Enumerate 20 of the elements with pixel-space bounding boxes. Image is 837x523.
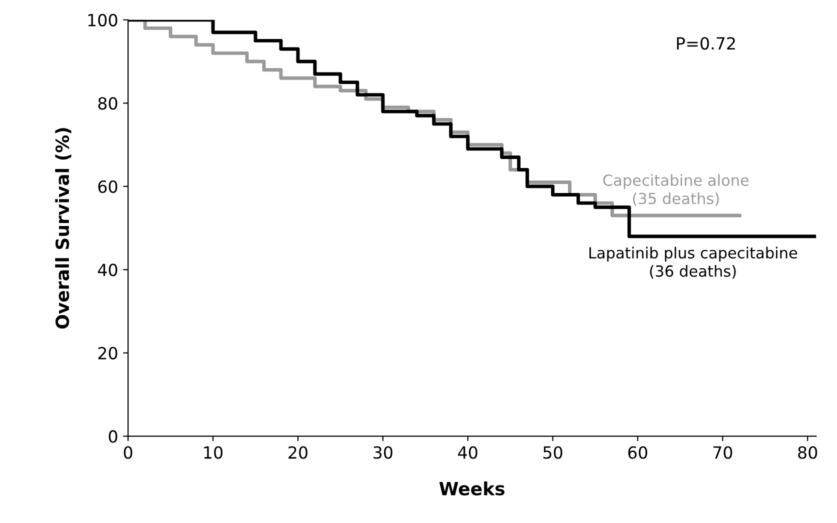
y-tick-label: 80 [98, 97, 118, 110]
x-tick-label: 80 [798, 446, 818, 459]
series-label: Capecitabine alone (35 deaths) [603, 174, 749, 206]
x-tick-label: 40 [458, 446, 478, 459]
x-tick-label: 20 [288, 446, 308, 459]
y-axis-title: Overall Survival (%) [55, 128, 72, 329]
y-tick-label: 100 [88, 14, 118, 26]
x-tick-label: 60 [628, 446, 648, 459]
y-tick-label: 20 [98, 346, 118, 360]
y-tick-label: 60 [98, 180, 118, 193]
x-tick-label: 70 [713, 446, 732, 459]
series-label: Lapatinib plus capecitabine (36 deaths) [589, 246, 798, 279]
x-tick-label: 30 [374, 446, 392, 459]
x-tick-label: 50 [543, 446, 562, 459]
x-tick-label: 10 [204, 446, 222, 459]
y-tick-label: 0 [108, 430, 118, 443]
annotation: P=0.72 [677, 37, 735, 50]
y-tick-label: 40 [98, 264, 118, 276]
x-axis-title: Weeks [439, 481, 504, 496]
x-tick-label: 0 [124, 446, 132, 459]
